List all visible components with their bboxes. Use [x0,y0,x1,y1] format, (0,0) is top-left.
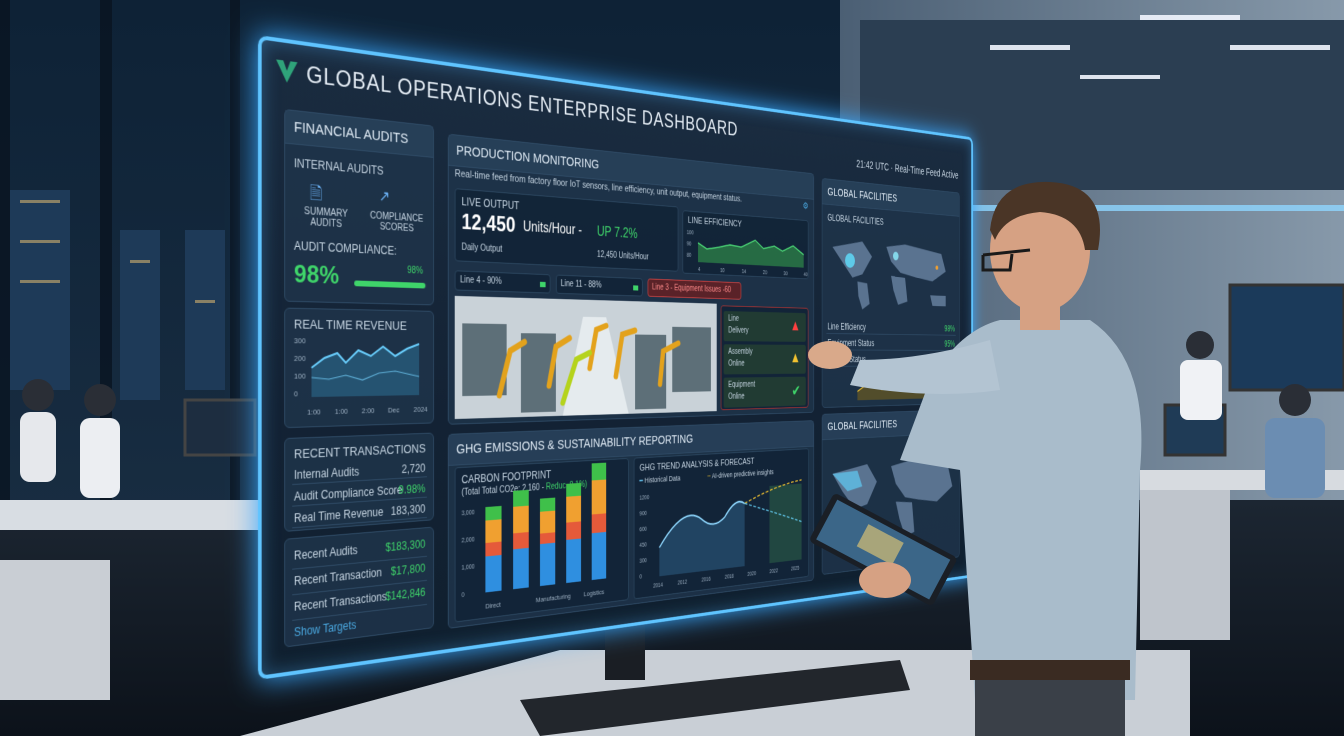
x-tick-label: 14 [742,269,747,275]
y-tick-label: 900 [639,511,646,518]
y-tick-label: 0 [639,574,642,580]
x-tick-label: 2016 [702,576,711,583]
ghg-trend-chart: 1200 900 600 450 300 0 2014 2012 2016 2018 2020 202… [639,449,809,589]
x-tick-label: 2:00 [362,406,375,415]
factory-camera-feed[interactable] [454,295,717,420]
person-arm [850,340,1000,394]
y-tick-label: 100 [687,230,694,236]
production-monitoring-panel: PRODUCTION MONITORING Real-time feed fro… [447,133,815,425]
person-hair [990,181,1100,250]
x-tick-label: 2018 [725,574,734,581]
person-shirt [900,320,1142,700]
x-tick-label: 20 [763,270,767,276]
x-tick-label: 2020 [747,571,756,578]
revenue-chart: 300 200 100 0 1:00 1:00 2:00 Dec 2024 [294,336,429,417]
x-tick-label: 2012 [678,579,688,586]
y-tick-label: 0 [294,389,298,398]
x-tick-label: 1:00 [335,407,348,416]
x-tick-label: 1:00 [307,407,321,417]
y-tick-label: 90 [687,241,692,247]
y-tick-label: 2,000 [462,537,475,545]
y-tick-label: 1200 [639,495,649,502]
y-tick-label: 200 [294,354,306,363]
ghg-emissions-panel: GHG EMISSIONS & SUSTAINABILITY REPORTING… [447,420,815,629]
y-tick-label: 3,000 [462,509,475,517]
y-tick-label: 600 [639,526,646,533]
y-tick-label: 1,000 [462,564,475,572]
y-tick-label: 80 [687,252,692,258]
ghg-trend-card: GHG TREND ANALYSIS & FORECAST ━ Historic… [633,448,809,600]
tablet[interactable] [809,492,958,606]
x-tick-label: 4 [698,267,700,273]
x-tick-label: Dec [388,405,400,414]
y-tick-label: 450 [639,542,646,549]
revenue-area [311,343,420,398]
carbon-footprint-card: CARBON FOOTPRINT (Total Total CO2e: 2,16… [454,458,629,623]
legend-label: Logistics [584,588,605,599]
x-tick-label: 2024 [414,405,429,414]
glasses-icon [981,248,1031,272]
y-tick-label: 100 [294,371,306,380]
person-hand [808,341,852,369]
x-tick-label: 2014 [653,582,663,589]
line-efficiency-card: LINE EFFICIENCY 100 90 80 4 10 14 20 30 40 [682,210,809,280]
logo-icon [276,59,298,84]
x-tick-label: 2025 [791,566,799,573]
y-tick-label: 300 [639,558,646,565]
y-tick-label: 0 [462,592,465,599]
x-tick-label: 10 [720,268,725,274]
x-tick-label: 30 [784,271,788,277]
y-tick-label: 300 [294,336,306,345]
x-tick-label: 40 [804,272,808,278]
person-head [990,188,1090,312]
real-time-revenue-panel: REAL TIME REVENUE 300 200 100 0 1:00 1:00 2:00… [284,307,434,429]
x-tick-label: 2022 [769,568,778,575]
dashboard-screen: GLOBAL OPERATIONS ENTERPRISE DASHBOARD 2… [258,35,973,680]
line-efficiency-chart: 100 90 80 4 10 14 20 30 40 [687,230,808,278]
legend-label: Direct [485,600,501,610]
